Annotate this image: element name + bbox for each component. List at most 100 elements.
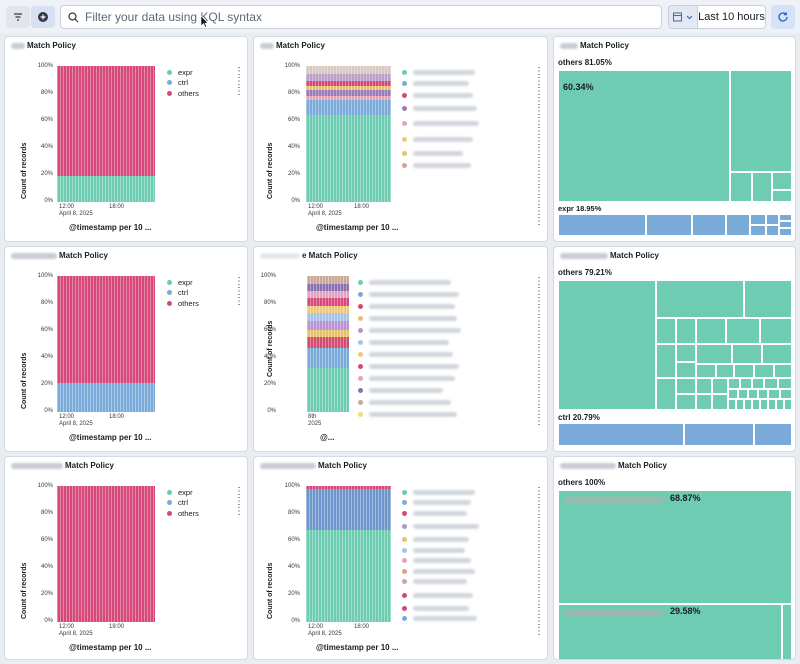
- legend-item[interactable]: [402, 160, 479, 172]
- legend-item[interactable]: [402, 519, 479, 535]
- legend-item[interactable]: [402, 535, 479, 546]
- legend-item[interactable]: [358, 384, 461, 396]
- y-tick: 100%: [284, 63, 300, 69]
- legend-item[interactable]: [402, 614, 479, 625]
- x-tick: 12:00 April 8, 2025: [308, 204, 342, 217]
- panel-r2c2: e Match Policy Count of records 100% 80%…: [253, 246, 548, 452]
- series-ctrl: [57, 383, 155, 412]
- legend-item[interactable]: [402, 577, 479, 588]
- stacked-bar-chart: [306, 66, 391, 202]
- x-tick: 18:00: [354, 204, 370, 210]
- panel-title: Match Policy: [11, 461, 114, 470]
- legend-item[interactable]: [402, 102, 479, 116]
- legend-item[interactable]: [402, 116, 479, 132]
- series-others: [57, 276, 155, 384]
- treemap-value: 29.58%: [670, 606, 701, 616]
- legend-item[interactable]: [358, 336, 461, 348]
- legend-item[interactable]: [402, 90, 479, 102]
- legend-item[interactable]: [402, 603, 479, 614]
- kql-search-box[interactable]: [60, 5, 662, 29]
- legend-item[interactable]: [358, 324, 461, 336]
- legend-item[interactable]: [402, 545, 479, 556]
- legend-item[interactable]: expr: [167, 487, 199, 498]
- treemap-cell[interactable]: [558, 70, 730, 202]
- treemap-group-label: ctrl 20.79%: [558, 413, 600, 422]
- refresh-button[interactable]: [771, 5, 795, 29]
- treemap-value: 60.34%: [563, 82, 594, 92]
- panel-r3c1: Match Policy Count of records 100% 80% 6…: [4, 456, 248, 660]
- legend-item[interactable]: others: [167, 88, 199, 99]
- legend-action-menu[interactable]: ⋮ ⋮ ⋮: [234, 66, 244, 97]
- legend-item[interactable]: others: [167, 298, 199, 309]
- legend-item[interactable]: ctrl: [167, 498, 199, 509]
- legend-item[interactable]: [402, 67, 479, 78]
- legend-action-menu[interactable]: ⋮ ⋮ ⋮ ⋮ ⋮ ⋮ ⋮ ⋮ ⋮ ⋮ ⋮ ⋮ ⋮ ⋮ ⋮ ⋮: [534, 66, 544, 227]
- legend-action-menu[interactable]: ⋮ ⋮ ⋮ ⋮ ⋮ ⋮ ⋮ ⋮ ⋮ ⋮ ⋮ ⋮ ⋮ ⋮ ⋮: [534, 486, 544, 637]
- legend-item[interactable]: [358, 360, 461, 372]
- legend-item[interactable]: others: [167, 508, 199, 519]
- y-tick: 20%: [40, 591, 53, 597]
- legend-item[interactable]: [402, 587, 479, 603]
- legend-item[interactable]: [402, 556, 479, 567]
- x-axis-title: @timestamp per 10 ...: [69, 643, 152, 652]
- legend-item[interactable]: ctrl: [167, 78, 199, 89]
- legend-item[interactable]: [358, 277, 461, 288]
- legend-dot: [167, 90, 172, 96]
- panel-title: Match Policy: [260, 41, 325, 50]
- legend-item[interactable]: [402, 566, 479, 577]
- legend: [402, 67, 479, 172]
- legend-item[interactable]: [402, 498, 479, 509]
- treemap-group-label: others 79.21%: [558, 268, 612, 277]
- x-tick: 12:00 April 8, 2025: [308, 624, 342, 637]
- legend-action-menu[interactable]: ⋮ ⋮ ⋮: [234, 486, 244, 517]
- legend-item[interactable]: [358, 396, 461, 408]
- legend-item[interactable]: [402, 78, 479, 90]
- legend-item[interactable]: [358, 408, 461, 420]
- y-tick: 80%: [40, 90, 53, 96]
- legend-item[interactable]: [358, 312, 461, 324]
- legend-action-menu[interactable]: ⋮ ⋮ ⋮: [234, 276, 244, 307]
- treemap: 68.87% 29.58%: [558, 490, 792, 659]
- legend-item[interactable]: [402, 487, 479, 498]
- y-tick: 20%: [263, 381, 276, 387]
- legend-action-menu[interactable]: ⋮ ⋮ ⋮ ⋮ ⋮ ⋮ ⋮ ⋮ ⋮ ⋮ ⋮ ⋮ ⋮ ⋮ ⋮: [534, 276, 544, 427]
- y-tick: 100%: [37, 483, 53, 489]
- time-range-display[interactable]: Last 10 hours: [698, 5, 766, 29]
- refresh-icon: [778, 12, 788, 22]
- y-tick: 20%: [40, 381, 53, 387]
- legend-item[interactable]: [358, 288, 461, 300]
- legend-item[interactable]: [358, 348, 461, 360]
- legend-item[interactable]: ctrl: [167, 288, 199, 299]
- x-axis-title: @timestamp per 10 ...: [69, 433, 152, 442]
- legend-item[interactable]: [358, 372, 461, 384]
- legend-item[interactable]: [358, 300, 461, 312]
- y-tick: 0%: [291, 618, 300, 624]
- date-quick-menu-button[interactable]: [668, 5, 698, 29]
- treemap-group-label: expr 18.95%: [558, 204, 602, 213]
- treemap: 60.34% expr 18.95%: [558, 70, 792, 236]
- stacked-bar-chart: [306, 486, 391, 622]
- y-tick: 100%: [284, 483, 300, 489]
- plus-circle-icon: [38, 12, 48, 22]
- legend-item[interactable]: expr: [167, 277, 199, 288]
- panel-r1c1: Match Policy Count of records 100% 80% 6…: [4, 36, 248, 242]
- legend-item[interactable]: [402, 148, 479, 160]
- series-others: [57, 486, 155, 622]
- stacked-bar-chart: [57, 276, 155, 412]
- y-tick: 40%: [40, 564, 53, 570]
- add-filter-button[interactable]: [31, 6, 55, 28]
- treemap-cell[interactable]: [558, 490, 792, 604]
- kql-search-input[interactable]: [85, 10, 645, 24]
- legend-item[interactable]: [402, 508, 479, 519]
- x-tick: 12:00 April 8, 2025: [59, 204, 93, 217]
- legend-item[interactable]: expr: [167, 67, 199, 78]
- filter-menu-button[interactable]: [6, 6, 30, 28]
- x-axis-title: @timestamp per 10 ...: [316, 643, 399, 652]
- y-tick: 80%: [40, 300, 53, 306]
- panel-r1c2: Match Policy Count of records 100% 80% 6…: [253, 36, 548, 242]
- x-axis-title: @...: [320, 433, 335, 442]
- treemap-group-label: others 100%: [558, 478, 606, 487]
- legend-item[interactable]: [402, 132, 479, 148]
- y-axis-label: Count of records: [21, 352, 28, 409]
- x-tick: 18:00: [354, 624, 370, 630]
